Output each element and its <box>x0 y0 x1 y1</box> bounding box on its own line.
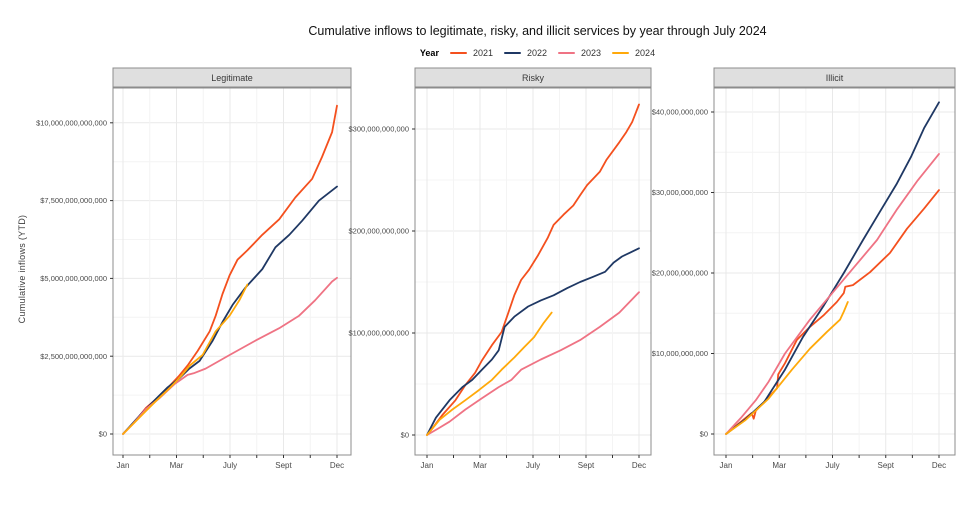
series-line-2024 <box>725 301 849 435</box>
y-tick-label: $20,000,000,000 <box>652 269 708 278</box>
chart-title: Cumulative inflows to legitimate, risky,… <box>308 24 767 38</box>
x-tick-label: July <box>526 461 540 470</box>
facet-strip-title: Legitimate <box>211 73 253 83</box>
y-tick-label: $5,000,000,000,000 <box>40 274 107 283</box>
x-tick-label: Mar <box>473 461 487 470</box>
x-tick-label: Dec <box>330 461 344 470</box>
y-tick-label: $0 <box>700 430 708 439</box>
facet-strip-title: Risky <box>522 73 544 83</box>
legend-swatch-2024 <box>612 51 630 55</box>
x-tick-label: July <box>825 461 839 470</box>
x-tick-label: Jan <box>117 461 130 470</box>
legend: Year 2021 2022 2023 2024 <box>100 46 975 60</box>
x-tick-label: July <box>223 461 237 470</box>
x-tick-label: Sept <box>878 461 895 470</box>
facet-strip <box>414 67 652 88</box>
series-line-2022 <box>426 247 640 436</box>
y-tick-label: $100,000,000,000 <box>349 329 409 338</box>
series-line-2023 <box>426 291 640 436</box>
x-tick-label: Dec <box>632 461 646 470</box>
facet-panel-illicit: Illicit $0 $10,000,000,000 $20,000,000,000 $… <box>652 67 956 470</box>
facet-strip-title: Illicit <box>826 73 844 83</box>
facet-panel-legitimate: Legitimate $0 $2,500,000,000,000 $5,000,000… <box>36 67 352 470</box>
x-tick-label: Jan <box>720 461 733 470</box>
y-tick-label: $7,500,000,000,000 <box>40 196 107 205</box>
legend-label: 2023 <box>581 48 602 58</box>
series-line-2022 <box>122 185 338 435</box>
y-tick-label: $10,000,000,000 <box>652 349 708 358</box>
legend-label: 2021 <box>472 48 493 58</box>
legend-swatch-2022 <box>503 51 521 55</box>
x-tick-label: Mar <box>772 461 786 470</box>
y-tick-label: $300,000,000,000 <box>349 125 409 134</box>
x-tick-label: Jan <box>421 461 434 470</box>
x-tick-label: Sept <box>275 461 292 470</box>
legend-label: 2024 <box>635 48 656 58</box>
panel-border <box>112 87 352 456</box>
legend-entry-2021: 2021 <box>449 48 493 58</box>
y-tick-label: $0 <box>99 430 107 439</box>
legend-entry-2023: 2023 <box>558 48 601 58</box>
facet-strip <box>713 67 956 88</box>
panel-background <box>714 88 955 455</box>
legend-swatch-2023 <box>558 51 576 55</box>
x-tick-label: Dec <box>932 461 946 470</box>
y-tick-label: $200,000,000,000 <box>349 227 409 236</box>
y-tick-label: $0 <box>401 431 409 440</box>
legend-swatch-2021 <box>449 51 467 55</box>
panel-border <box>713 87 956 456</box>
y-tick-label: $40,000,000,000 <box>652 108 708 117</box>
x-tick-label: Sept <box>578 461 595 470</box>
legend-entry-2024: 2024 <box>612 48 655 58</box>
series-line-2024 <box>122 283 249 435</box>
series-line-2024 <box>426 311 553 436</box>
y-tick-label: $30,000,000,000 <box>652 188 708 197</box>
facet-panel-risky: Risky $0 $100,000,000,000 $200,000,000,000 $… <box>349 67 652 470</box>
series-line-2023 <box>725 152 940 435</box>
x-tick-label: Mar <box>170 461 184 470</box>
legend-label: 2022 <box>526 48 548 58</box>
facet-strip <box>112 67 352 88</box>
y-tick-label: $2,500,000,000,000 <box>40 352 107 361</box>
legend-entry-2022: 2022 <box>503 48 548 58</box>
legend-title: Year <box>419 48 439 58</box>
y-tick-label: $10,000,000,000,000 <box>36 118 107 127</box>
